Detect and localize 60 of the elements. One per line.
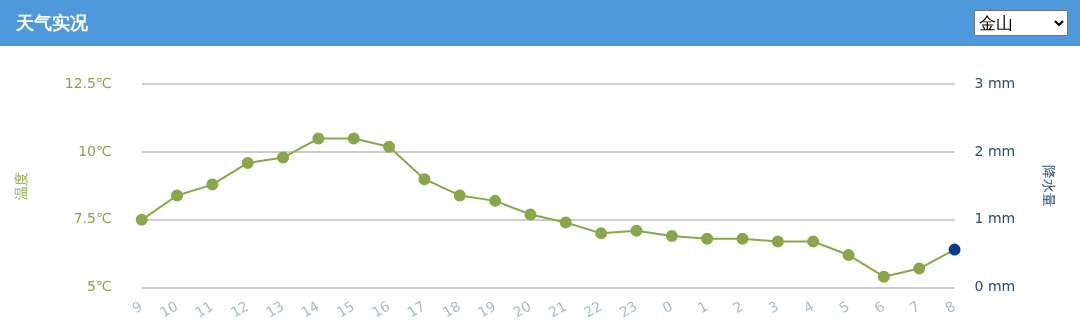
y-tick-label: 10℃ bbox=[78, 142, 112, 159]
x-tick-label: 0 bbox=[659, 297, 676, 317]
x-tick-label: 8 bbox=[942, 297, 958, 317]
y-axis-title: 温度 bbox=[13, 171, 30, 200]
point bbox=[277, 151, 290, 164]
x-tick-label: 23 bbox=[616, 297, 640, 321]
x-tick-label: 1 bbox=[694, 297, 711, 317]
y2-tick-label: 2 mm bbox=[974, 142, 1016, 159]
y2-tick-label: 0 mm bbox=[974, 278, 1016, 295]
point bbox=[418, 173, 431, 186]
y-tick-label: 5℃ bbox=[87, 278, 112, 295]
y2-tick-label: 3 mm bbox=[974, 75, 1016, 92]
x-tick-label: 18 bbox=[439, 297, 464, 321]
x-tick-label: 7 bbox=[906, 297, 923, 317]
point bbox=[312, 132, 325, 145]
point bbox=[206, 178, 219, 191]
x-tick-label: 11 bbox=[192, 297, 216, 321]
x-tick-label: 16 bbox=[369, 297, 393, 321]
x-tick-label: 13 bbox=[262, 297, 287, 321]
text: 金山 bbox=[974, 10, 1068, 36]
point bbox=[241, 156, 254, 169]
y-tick-label: 7.5℃ bbox=[73, 210, 112, 227]
x-tick-label: 4 bbox=[800, 297, 817, 317]
point bbox=[842, 249, 855, 262]
point bbox=[171, 189, 184, 202]
point bbox=[736, 232, 749, 245]
point bbox=[630, 224, 643, 237]
x-tick-label: 2 bbox=[730, 297, 746, 317]
y2-axis-title: 降水量 bbox=[1040, 164, 1057, 207]
point bbox=[948, 243, 961, 256]
x-tick-label: 17 bbox=[404, 297, 428, 321]
point bbox=[807, 235, 820, 248]
point bbox=[135, 213, 148, 226]
x-tick-label: 15 bbox=[333, 297, 358, 321]
y2-tick-label: 1 mm bbox=[974, 210, 1016, 227]
x-tick-label: 21 bbox=[545, 297, 570, 321]
point bbox=[559, 216, 572, 229]
point bbox=[771, 235, 784, 248]
point bbox=[913, 262, 926, 275]
x-tick-label: 6 bbox=[871, 297, 888, 317]
y-tick-label: 12.5℃ bbox=[64, 75, 112, 92]
x-tick-label: 10 bbox=[156, 297, 181, 321]
x-tick-label: 9 bbox=[129, 297, 146, 317]
x-tick-label: 19 bbox=[475, 297, 499, 321]
point bbox=[595, 227, 608, 240]
x-tick-label: 12 bbox=[227, 297, 252, 321]
x-tick-label: 3 bbox=[765, 297, 782, 317]
x-tick-label: 22 bbox=[581, 297, 605, 321]
point bbox=[524, 208, 537, 221]
chart-title: 天气实况 bbox=[16, 11, 88, 35]
point bbox=[453, 189, 466, 202]
x-tick-label: 20 bbox=[510, 297, 534, 321]
point bbox=[701, 232, 714, 245]
x-tick-label: 14 bbox=[298, 297, 322, 321]
point bbox=[383, 140, 396, 153]
x-tick-label: 5 bbox=[836, 297, 852, 317]
point bbox=[665, 230, 678, 243]
point bbox=[877, 270, 890, 283]
point bbox=[347, 132, 360, 145]
point bbox=[489, 194, 502, 207]
